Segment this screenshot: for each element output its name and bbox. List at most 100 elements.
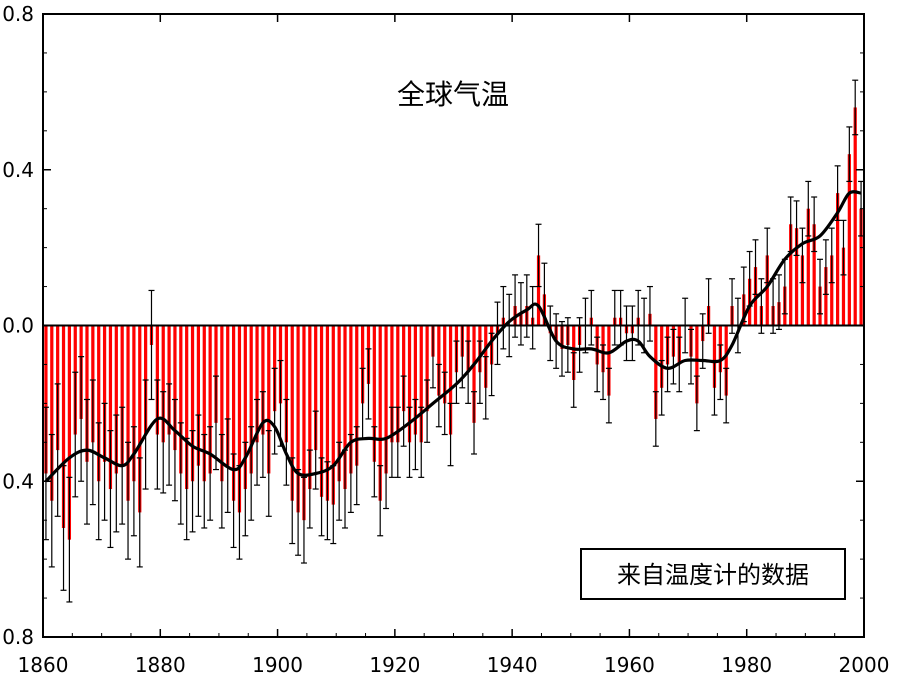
error-bar <box>154 379 161 490</box>
error-bar <box>471 391 478 455</box>
error-bar <box>529 285 536 350</box>
temperature-bar <box>425 325 429 412</box>
temperature-bar <box>161 325 165 443</box>
error-bar <box>623 305 630 362</box>
temperature-bar <box>695 325 699 404</box>
y-tick-label: 0.4 <box>2 469 34 493</box>
temperature-bar <box>173 325 177 451</box>
error-bar <box>729 278 736 334</box>
temperature-bar <box>167 325 171 435</box>
temperature-bar <box>120 325 124 466</box>
error-bar <box>594 336 601 393</box>
error-bar <box>646 285 653 342</box>
temperature-bar <box>249 325 253 474</box>
temperature-bar <box>724 325 728 396</box>
error-bar <box>688 328 695 385</box>
error-bar <box>500 285 507 350</box>
temperature-bar <box>255 325 259 443</box>
error-bar <box>48 433 55 568</box>
error-bar <box>658 359 665 416</box>
chart-title: 全球气温 <box>397 78 509 111</box>
error-bar <box>312 410 319 490</box>
y-tick-label: 0.0 <box>2 314 34 338</box>
temperature-bar <box>261 325 265 435</box>
error-bar <box>564 317 571 373</box>
temperature-bar <box>108 325 113 490</box>
error-bar <box>107 430 114 549</box>
error-bar <box>758 278 765 334</box>
error-bar <box>482 356 489 420</box>
temperature-bar <box>800 255 805 326</box>
temperature-bar <box>859 208 863 326</box>
error-bar <box>306 449 313 529</box>
error-bar <box>576 317 583 373</box>
temperature-bar <box>378 325 382 501</box>
temperature-bar <box>349 325 353 474</box>
temperature-bar <box>314 325 318 451</box>
error-bar <box>523 274 530 338</box>
temperature-bar <box>61 325 66 528</box>
temperature-bar <box>806 208 810 326</box>
temperature-bar <box>97 325 101 482</box>
temperature-bar <box>179 325 183 474</box>
temperature-bar <box>372 325 376 462</box>
x-tick-label: 1940 <box>487 653 538 675</box>
error-bar <box>600 344 607 401</box>
error-bar <box>828 227 835 284</box>
temperature-bar <box>836 193 840 326</box>
error-bar <box>400 375 407 447</box>
error-bar <box>160 391 167 494</box>
error-bar <box>171 398 178 502</box>
error-bar <box>254 398 261 486</box>
error-bar <box>435 363 442 428</box>
error-bar <box>394 406 401 478</box>
temperature-bar <box>102 325 107 462</box>
error-bar <box>412 398 419 471</box>
temperature-bar <box>407 325 412 443</box>
error-bar <box>817 258 824 315</box>
error-bar <box>570 352 577 408</box>
annotation-box: 来自温度计的数据 <box>580 548 846 600</box>
error-bar <box>66 476 73 603</box>
error-bar <box>558 321 565 377</box>
error-bar <box>130 426 137 537</box>
temperature-bar <box>712 325 717 388</box>
temperature-bar <box>220 325 224 482</box>
temperature-bar <box>302 325 306 521</box>
temperature-bar <box>337 325 341 482</box>
temperature-bar <box>853 107 857 326</box>
error-bar <box>365 348 372 420</box>
error-bar <box>347 433 354 514</box>
y-tick-label: 0.8 <box>2 2 34 26</box>
temperature-bar <box>226 325 230 466</box>
y-tick-label: 0.8 <box>2 625 34 649</box>
temperature-bar <box>290 325 294 501</box>
error-bar <box>840 219 847 276</box>
temperature-bar <box>331 325 335 505</box>
error-bar <box>805 180 812 237</box>
error-bar <box>377 465 384 537</box>
temperature-bar <box>812 224 816 326</box>
temperature-bar <box>824 267 828 326</box>
temperature-bar <box>319 325 324 497</box>
smoothed-temperature-line <box>44 190 862 483</box>
error-bar <box>259 391 266 478</box>
error-bar <box>441 371 448 436</box>
temperature-bar <box>185 325 189 490</box>
error-bar <box>271 367 278 455</box>
error-bar <box>72 371 79 498</box>
temperature-bar <box>196 325 201 466</box>
temperature-bar <box>237 325 242 513</box>
error-bar <box>113 414 120 533</box>
error-bar <box>488 332 495 397</box>
x-tick-label: 1880 <box>135 653 186 675</box>
error-bar <box>212 375 219 471</box>
error-bar <box>846 126 853 183</box>
error-bar <box>289 457 296 545</box>
temperature-bar <box>267 325 271 474</box>
annotation-label: 来自温度计的数据 <box>617 561 809 589</box>
temperature-bar <box>190 325 195 482</box>
error-bar <box>300 476 307 564</box>
temperature-bar <box>448 325 453 435</box>
